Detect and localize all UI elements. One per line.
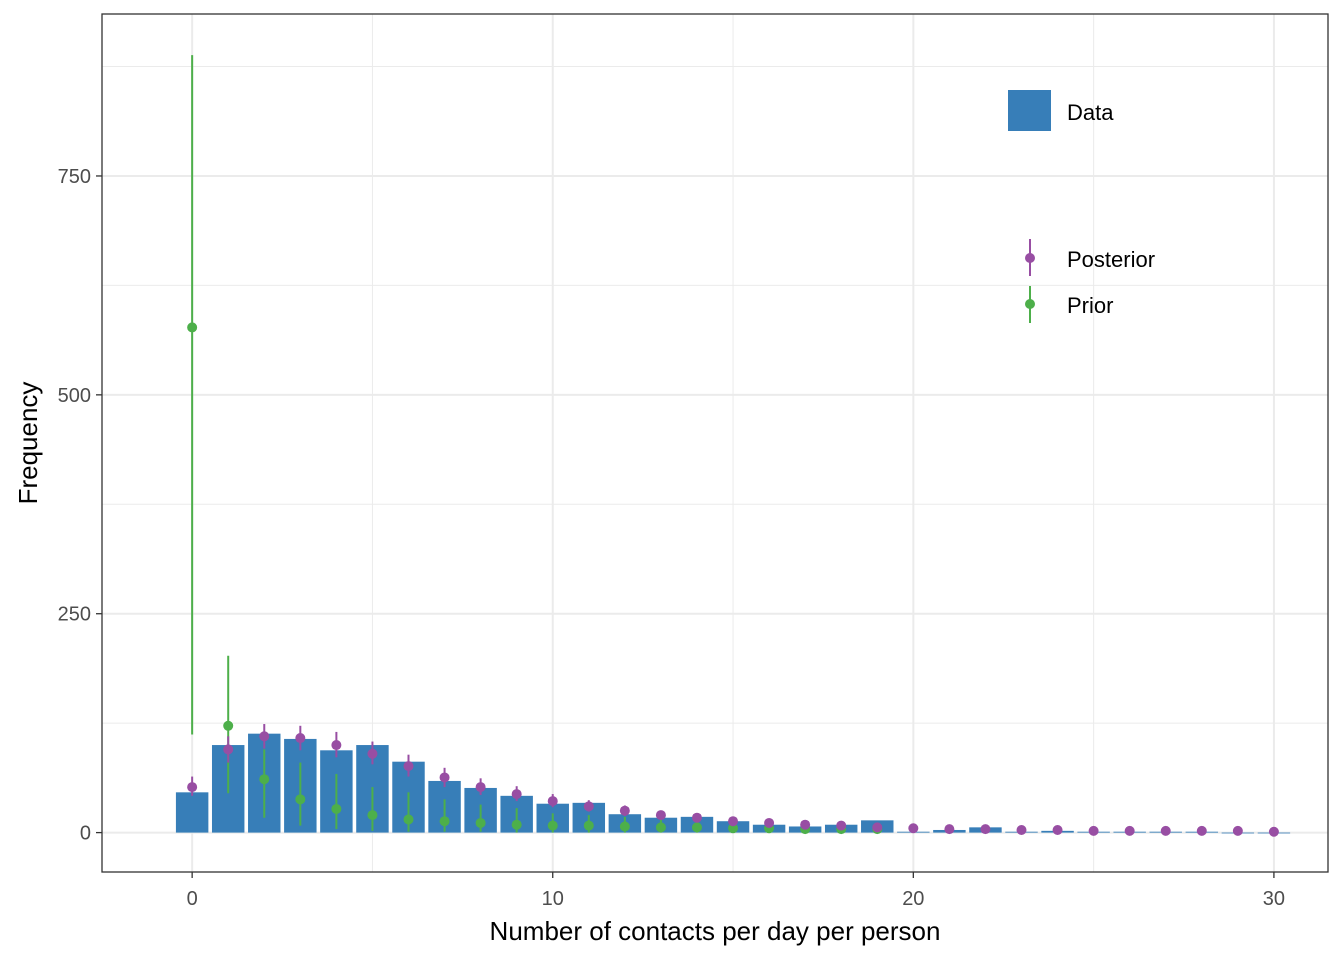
posterior-point [872,822,883,833]
posterior-point [691,812,702,823]
prior-point [619,821,630,832]
y-tick-label: 0 [80,823,91,845]
posterior-point [403,761,414,772]
y-axis-title: Frequency [13,382,43,505]
posterior-point [1160,825,1171,836]
plot-border [101,13,1329,873]
prior-point [655,822,666,833]
y-tick-label: 500 [58,385,91,407]
legend-posterior-label: Posterior [1067,247,1155,272]
posterior-point [259,731,270,742]
posterior-point [1232,825,1243,836]
posterior-point [800,819,811,830]
posterior-point [1088,825,1099,836]
prior-point [223,720,234,731]
posterior-point [1196,825,1207,836]
x-axis-title: Number of contacts per day per person [490,916,941,946]
posterior-point [547,796,558,807]
x-tick-label: 30 [1263,888,1285,910]
posterior-point [836,820,847,831]
prior-pointranges [187,55,883,835]
prior-point [691,822,702,833]
legend-posterior-key-point [1025,253,1035,263]
legend-prior-label: Prior [1067,293,1113,318]
posterior-point [1016,824,1027,835]
x-tick-label: 0 [187,888,198,910]
posterior-point [367,748,378,759]
prior-point [439,816,450,827]
x-tick-label: 20 [902,888,924,910]
prior-point [583,820,594,831]
prior-point [403,814,414,825]
prior-point [547,820,558,831]
posterior-point [583,801,594,812]
legend-data-label: Data [1067,100,1114,125]
posterior-point [764,817,775,828]
legend: Data Posterior Prior [1008,90,1155,323]
x-tick-label: 10 [542,888,564,910]
axis-ticks: 0 10 20 30 0 250 500 750 [58,166,1285,910]
prior-point [331,803,342,814]
prior-point [187,322,198,333]
legend-prior-key-point [1025,299,1035,309]
data-bar [175,792,209,833]
prior-point [295,794,306,805]
prior-point [728,823,739,834]
prior-point [259,774,270,785]
posterior-point [980,824,991,835]
y-tick-label: 250 [58,604,91,626]
posterior-point [1124,825,1135,836]
posterior-point [655,810,666,821]
y-tick-label: 750 [58,166,91,188]
prior-point [511,819,522,830]
posterior-point [1052,824,1063,835]
legend-data-key [1008,90,1051,131]
posterior-point [439,772,450,783]
posterior-point [944,824,955,835]
posterior-point [728,816,739,827]
posterior-pointranges [187,724,1279,837]
posterior-point [619,805,630,816]
prior-point [367,810,378,821]
posterior-point [511,789,522,800]
posterior-point [295,733,306,744]
posterior-point [475,782,486,793]
posterior-point [331,740,342,751]
posterior-point [908,823,919,834]
posterior-point [1268,826,1279,837]
prior-point [475,817,486,828]
plot-panel [102,14,1328,872]
posterior-point [223,744,234,755]
posterior-point [187,782,198,793]
